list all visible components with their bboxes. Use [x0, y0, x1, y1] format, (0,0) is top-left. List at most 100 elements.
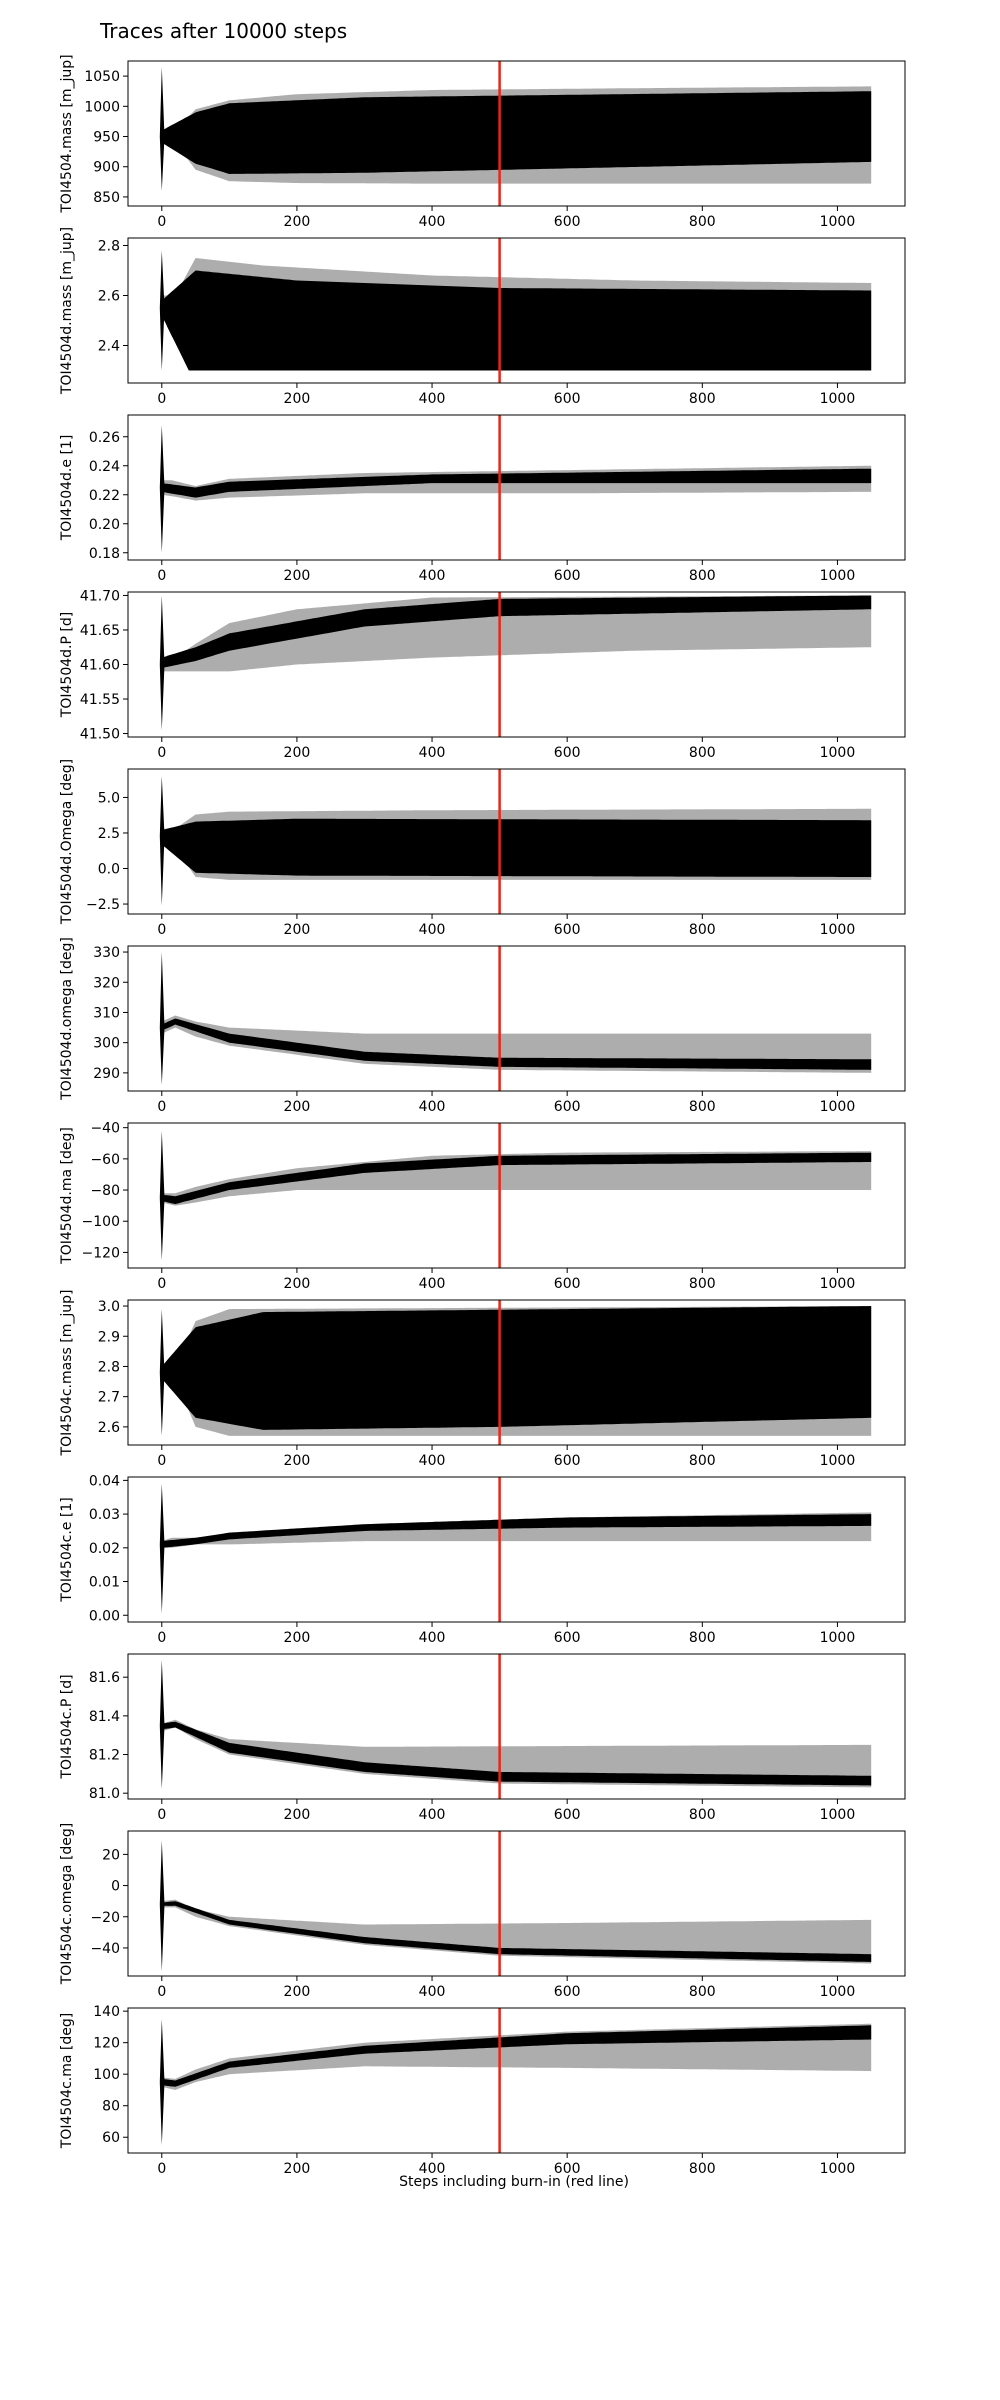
y-tick-label: 81.4	[89, 1709, 120, 1725]
x-tick-label: 1000	[820, 214, 856, 230]
x-axis-label: Steps including burn-in (red line)	[399, 2174, 629, 2190]
y-tick-label: 0.01	[89, 1575, 120, 1591]
x-tick-label: 800	[689, 922, 716, 938]
y-tick-label: 2.9	[98, 1329, 120, 1345]
axes-frame	[127, 414, 906, 561]
y-tick-label: 140	[93, 2004, 120, 2020]
y-tick-label: 120	[93, 2036, 120, 2052]
walker-core	[161, 1018, 872, 1070]
trace-panel: 0 200 400 600 800 1000 290 300 310 320 330 TOI4504d…	[59, 937, 906, 1115]
x-tick-label: 200	[284, 1453, 311, 1469]
y-tick-label: 0.24	[89, 459, 120, 475]
y-axis-label: TOI4504c.omega [deg]	[59, 1823, 75, 1986]
x-tick-label: 600	[554, 1630, 581, 1646]
x-tick-label: 600	[554, 391, 581, 407]
x-tick-label: 0	[157, 745, 166, 761]
trace-panel: 0 200 400 600 800 1000 2.6 2.7 2.8 2.9 3.0 TOI4504c…	[59, 1290, 906, 1469]
axes-frame	[127, 945, 906, 1092]
x-tick-label: 800	[689, 568, 716, 584]
walker-core	[161, 1306, 872, 1430]
y-tick-label: 0	[111, 1879, 120, 1895]
x-tick-label: 0	[157, 1630, 166, 1646]
y-tick-label: −20	[90, 1910, 120, 1926]
x-tick-label: 0	[157, 1276, 166, 1292]
x-tick-label: 1000	[820, 1276, 856, 1292]
y-tick-label: 0.18	[89, 546, 120, 562]
initial-spread	[159, 1659, 173, 1790]
initial-spread	[159, 250, 173, 371]
x-tick-label: 0	[157, 1453, 166, 1469]
x-tick-label: 400	[419, 1807, 446, 1823]
x-tick-label: 400	[419, 1984, 446, 2000]
trace-panel: 0 200 400 600 800 1000 850 900 950 1000 1050 TOI450…	[59, 54, 906, 230]
trace-panel: 0 200 400 600 800 1000 41.50 41.55 41.60 41.65 41.…	[59, 588, 906, 761]
axes-frame	[127, 1653, 906, 1800]
initial-spread	[159, 425, 173, 553]
x-tick-label: 800	[689, 745, 716, 761]
x-tick-label: 1000	[820, 1984, 856, 2000]
y-tick-label: 2.5	[98, 826, 120, 842]
x-tick-label: 400	[419, 1453, 446, 1469]
x-tick-label: 600	[554, 1099, 581, 1115]
axes-frame	[127, 1476, 906, 1623]
x-tick-label: 800	[689, 1630, 716, 1646]
y-tick-label: −80	[90, 1183, 120, 1199]
x-tick-label: 200	[284, 1984, 311, 2000]
plot-area	[159, 250, 872, 371]
y-tick-label: −60	[90, 1152, 120, 1168]
trace-panel: 0 200 400 600 800 1000 −2.5 0.0 2.5 5.0 TOI4504d.O…	[59, 759, 906, 938]
y-tick-label: 100	[93, 2067, 120, 2083]
y-tick-label: 5.0	[98, 790, 120, 806]
x-tick-label: 200	[284, 1807, 311, 1823]
x-tick-label: 1000	[820, 568, 856, 584]
y-tick-label: −2.5	[86, 897, 120, 913]
y-tick-label: 81.2	[89, 1748, 120, 1764]
x-tick-label: 400	[419, 745, 446, 761]
trace-panel: 0 200 400 600 800 1000 −120 −100 −80 −60 −40 TOI450…	[59, 1121, 906, 1292]
plot-area	[159, 776, 872, 906]
x-tick-label: 1000	[820, 922, 856, 938]
x-tick-label: 800	[689, 214, 716, 230]
x-tick-label: 200	[284, 1630, 311, 1646]
x-tick-label: 600	[554, 745, 581, 761]
y-tick-label: −40	[90, 1941, 120, 1957]
x-tick-label: 600	[554, 1984, 581, 2000]
y-tick-label: 41.55	[80, 692, 120, 708]
y-tick-label: 2.8	[98, 1359, 120, 1375]
x-tick-label: 400	[419, 922, 446, 938]
walker-envelope	[161, 1015, 872, 1073]
x-tick-label: 600	[554, 922, 581, 938]
x-tick-label: 0	[157, 1807, 166, 1823]
y-tick-label: 2.7	[98, 1390, 120, 1406]
walker-core	[161, 468, 872, 498]
plot-area	[159, 1483, 872, 1614]
initial-spread	[159, 1483, 173, 1614]
y-axis-label: TOI4504d.Omega [deg]	[59, 759, 75, 925]
axes-frame	[127, 1299, 906, 1446]
y-tick-label: 300	[93, 1036, 120, 1052]
y-tick-label: 850	[93, 190, 120, 206]
x-tick-label: 0	[157, 1984, 166, 2000]
walker-core	[161, 1152, 872, 1205]
figure-title: Traces after 10000 steps	[99, 19, 347, 43]
y-tick-label: 80	[102, 2099, 120, 2115]
trace-panel: 0 200 400 600 800 1000 60 80 100 120 140 TOI4504c.m…	[59, 2004, 906, 2177]
axes-frame	[127, 60, 906, 207]
y-tick-label: −120	[82, 1245, 120, 1261]
y-tick-label: 310	[93, 1005, 120, 1021]
x-tick-label: 200	[284, 922, 311, 938]
x-tick-label: 400	[419, 1099, 446, 1115]
y-tick-label: 60	[102, 2130, 120, 2146]
trace-panel: 0 200 400 600 800 1000 0.18 0.20 0.22 0.24 0.26 TOI…	[59, 414, 906, 584]
walker-core	[161, 1721, 872, 1786]
walker-envelope	[161, 1899, 872, 1964]
plot-area	[159, 2019, 872, 2146]
x-tick-label: 200	[284, 1276, 311, 1292]
walker-core	[161, 1514, 872, 1548]
walker-core	[161, 91, 872, 174]
y-tick-label: 41.65	[80, 623, 120, 639]
y-tick-label: 0.26	[89, 430, 120, 446]
walker-core	[161, 270, 872, 371]
x-tick-label: 800	[689, 1984, 716, 2000]
x-tick-label: 0	[157, 922, 166, 938]
